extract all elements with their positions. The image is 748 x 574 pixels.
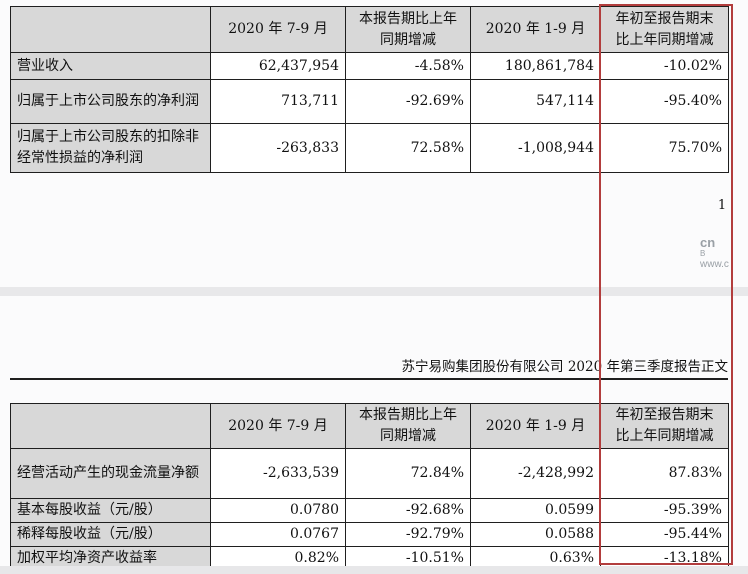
table-row: 基本每股收益（元/股） 0.0780 -92.68% 0.0599 -95.39…: [10, 498, 729, 523]
table-row: 营业收入 62,437,954 -4.58% 180,861,784 -10.0…: [10, 52, 729, 80]
table-header-row: 2020 年 7-9 月 本报告期比上年同期增减 2020 年 1-9 月 年初…: [10, 6, 729, 53]
cell-value: 87.83%: [600, 448, 729, 499]
col-header-period-ytd: 2020 年 1-9 月: [470, 6, 601, 53]
cell-value: -2,428,992: [470, 448, 601, 499]
page-divider-band: [0, 287, 748, 296]
col-header-period-q3: 2020 年 7-9 月: [210, 403, 346, 449]
watermark-line: B: [700, 249, 706, 259]
cnbeta-watermark: cn B www.c: [700, 236, 748, 276]
row-label: 基本每股收益（元/股）: [10, 498, 211, 523]
cell-value: 713,711: [210, 79, 346, 124]
cell-value: -10.02%: [600, 52, 729, 80]
col-header-ytd-change: 年初至报告期末比上年同期增减: [600, 403, 729, 449]
cell-value: -2,633,539: [210, 448, 346, 499]
cell-value: -4.58%: [345, 52, 471, 80]
cell-value: -95.39%: [600, 498, 729, 523]
page-number: 1: [717, 198, 727, 213]
row-label: 稀释每股收益（元/股）: [10, 522, 211, 547]
cell-value: 180,861,784: [470, 52, 601, 80]
cell-value: -1,008,944: [470, 123, 601, 173]
cell-value: 0.0767: [210, 522, 346, 547]
row-label: 归属于上市公司股东的扣除非经常性损益的净利润: [10, 123, 211, 173]
table-row: 归属于上市公司股东的扣除非经常性损益的净利润 -263,833 72.58% -…: [10, 123, 729, 173]
col-header-period-q3: 2020 年 7-9 月: [210, 6, 346, 53]
col-header-qoq-change: 本报告期比上年同期增减: [345, 403, 471, 449]
cell-value: -263,833: [210, 123, 346, 173]
cell-value: 62,437,954: [210, 52, 346, 80]
corner-cell: [10, 6, 211, 53]
cell-value: 0.0588: [470, 522, 601, 547]
row-label: 经营活动产生的现金流量净额: [10, 448, 211, 499]
col-header-period-ytd: 2020 年 1-9 月: [470, 403, 601, 449]
cell-value: -92.68%: [345, 498, 471, 523]
cell-value: 72.84%: [345, 448, 471, 499]
corner-cell: [10, 403, 211, 449]
cell-value: -92.79%: [345, 522, 471, 547]
report-title-line: 苏宁易购集团股份有限公司 2020 年第三季度报告正文: [10, 356, 728, 380]
cashflow-eps-table: 2020 年 7-9 月 本报告期比上年同期增减 2020 年 1-9 月 年初…: [10, 403, 729, 571]
cell-value: 547,114: [470, 79, 601, 124]
cell-value: -95.44%: [600, 522, 729, 547]
table-header-row: 2020 年 7-9 月 本报告期比上年同期增减 2020 年 1-9 月 年初…: [10, 403, 729, 449]
cell-value: -95.40%: [600, 79, 729, 124]
col-header-ytd-change: 年初至报告期末比上年同期增减: [600, 6, 729, 53]
table-row: 稀释每股收益（元/股） 0.0767 -92.79% 0.0588 -95.44…: [10, 522, 729, 547]
quarterly-results-table: 2020 年 7-9 月 本报告期比上年同期增减 2020 年 1-9 月 年初…: [10, 6, 729, 173]
cell-value: 72.58%: [345, 123, 471, 173]
cell-value: 75.70%: [600, 123, 729, 173]
row-label: 营业收入: [10, 52, 211, 80]
row-label: 归属于上市公司股东的净利润: [10, 79, 211, 124]
cell-value: 0.0780: [210, 498, 346, 523]
table-row: 经营活动产生的现金流量净额 -2,633,539 72.84% -2,428,9…: [10, 448, 729, 499]
watermark-line: cn: [700, 236, 716, 250]
cell-value: -92.69%: [345, 79, 471, 124]
col-header-qoq-change: 本报告期比上年同期增减: [345, 6, 471, 53]
cell-value: 0.0599: [470, 498, 601, 523]
watermark-line: www.c: [700, 259, 729, 271]
page-bottom-band: [0, 566, 748, 574]
table-row: 归属于上市公司股东的净利润 713,711 -92.69% 547,114 -9…: [10, 79, 729, 124]
